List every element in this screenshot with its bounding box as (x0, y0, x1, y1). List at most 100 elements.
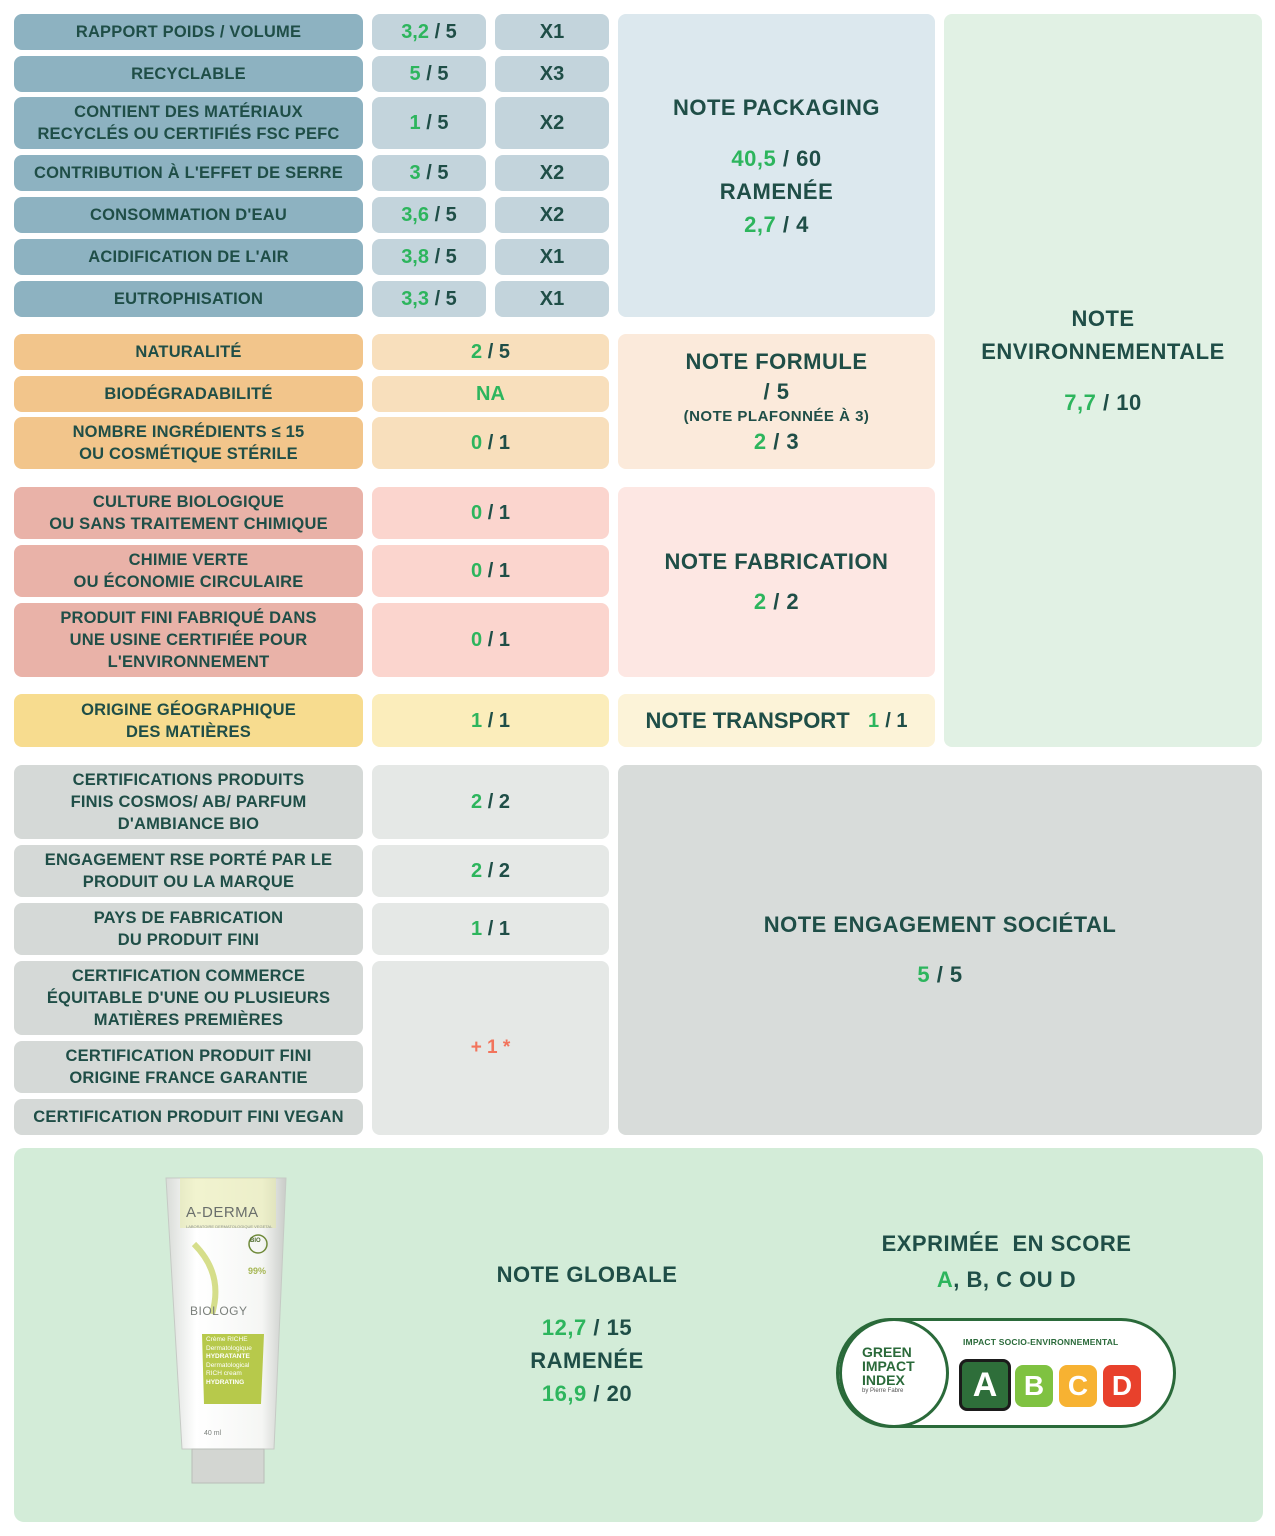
score-max: / 1 (487, 709, 510, 732)
badge-heading: IMPACT SOCIO-ENVIRONNEMENTAL (963, 1337, 1119, 1347)
score-max: / 2 (487, 860, 510, 882)
packaging-criterion-coef: X1 (495, 14, 609, 50)
product-desc-line: RICH cream (206, 1370, 242, 1377)
score-max: / 1 (885, 709, 908, 732)
badge-letter-c: C (1059, 1365, 1097, 1407)
product-bio-badge: BIO (250, 1238, 261, 1244)
score-value: 40,5 (731, 145, 777, 171)
formule-note-max: / 5 (763, 378, 790, 404)
score-value: 2 (471, 860, 483, 882)
score-value: 3,2 (401, 21, 429, 43)
packaging-criterion-coef: X2 (495, 155, 609, 191)
societal-criterion-score: 2 / 2 (372, 765, 609, 839)
global-note-title: NOTE GLOBALE (496, 1262, 678, 1287)
packaging-criterion-coef: X2 (495, 197, 609, 233)
packaging-criterion-score: 3,3 / 5 (372, 281, 486, 317)
badge-brand-line: INDEX (862, 1372, 905, 1388)
packaging-criterion-coef: X1 (495, 281, 609, 317)
packaging-criterion-label: EUTROPHISATION (14, 281, 363, 317)
score-value: 0 (471, 502, 483, 524)
transport-criterion-score: 1 / 1 (372, 694, 609, 747)
score-value: 3,6 (401, 204, 429, 226)
badge-brand-line: GREEN (862, 1344, 912, 1360)
societal-note-panel: NOTE ENGAGEMENT SOCIÉTAL 5 / 5 (618, 765, 1262, 1135)
score-value: 12,7 (541, 1315, 587, 1340)
societal-note-title: NOTE ENGAGEMENT SOCIÉTAL (763, 912, 1117, 937)
badge-letter-text: C (1067, 1370, 1089, 1401)
packaging-criterion-label: CONTIENT DES MATÉRIAUX RECYCLÉS OU CERTI… (14, 97, 363, 149)
fabrication-criterion-score: 0 / 1 (372, 603, 609, 677)
packaging-note-panel: NOTE PACKAGING 40,5 / 60 RAMENÉE 2,7 / 4 (618, 14, 935, 317)
badge-brand-line: IMPACT (862, 1358, 915, 1374)
score-max: / 5 (426, 63, 449, 85)
product-desc: Crème RICHE Dermatologique HYDRATANTE De… (206, 1336, 262, 1387)
formule-note-panel: NOTE FORMULE / 5 (NOTE PLAFONNÉE À 3) 2 … (618, 334, 935, 469)
environmental-note-title: NOTE ENVIRONNEMENTALE (981, 306, 1225, 364)
score-max: / 5 (426, 112, 449, 134)
score-max: / 2 (487, 791, 510, 813)
societal-criterion-label: CERTIFICATION COMMERCE ÉQUITABLE D'UNE O… (14, 961, 363, 1035)
product-desc-line: Dermatological (206, 1361, 250, 1369)
packaging-criterion-score: 1 / 5 (372, 97, 486, 149)
global-note: NOTE GLOBALE 12,7 / 15 RAMENÉE 16,9 / 20 (444, 1258, 730, 1410)
score-letter-a: A (936, 1267, 954, 1292)
score-max: / 3 (773, 428, 800, 454)
score-value: 2 (753, 589, 767, 614)
societal-criterion-label: PAYS DE FABRICATION DU PRODUIT FINI (14, 903, 363, 955)
score-max: / 1 (487, 560, 510, 582)
packaging-criterion-label: CONSOMMATION D'EAU (14, 197, 363, 233)
packaging-criterion-score: 3,8 / 5 (372, 239, 486, 275)
product-percent: 99% (248, 1266, 267, 1276)
product-brand: A-DERMA (186, 1204, 259, 1221)
packaging-criterion-label: CONTRIBUTION À L'EFFET DE SERRE (14, 155, 363, 191)
score-value: 0 (471, 560, 483, 582)
fabrication-note-panel: NOTE FABRICATION 2 / 2 (618, 487, 935, 677)
societal-criterion-label: CERTIFICATIONS PRODUITS FINIS COSMOS/ AB… (14, 765, 363, 839)
score-max: / 5 (434, 246, 457, 268)
badge-brand-by: by Pierre Fabre (862, 1388, 904, 1394)
score-max: / 15 (593, 1315, 633, 1340)
fabrication-criterion-label: CULTURE BIOLOGIQUE OU SANS TRAITEMENT CH… (14, 487, 363, 539)
formule-criterion-score: 2 / 5 (372, 334, 609, 370)
fabrication-criterion-label: PRODUIT FINI FABRIQUÉ DANS UNE USINE CER… (14, 603, 363, 677)
packaging-note-title: NOTE PACKAGING (672, 94, 881, 120)
badge-letter-a: A (959, 1359, 1011, 1411)
score-value: 2 (753, 428, 767, 454)
badge-brand-text: GREEN IMPACT INDEX by Pierre Fabre (862, 1345, 915, 1396)
badge-letter-d: D (1103, 1365, 1141, 1407)
societal-criterion-label: CERTIFICATION PRODUIT FINI ORIGINE FRANC… (14, 1041, 363, 1093)
fabrication-criterion-score: 0 / 1 (372, 487, 609, 539)
global-reduced-score: 16,9 / 20 (444, 1377, 730, 1410)
score-value: 1 (867, 709, 880, 732)
badge-brand-circle: GREEN IMPACT INDEX by Pierre Fabre (839, 1318, 949, 1428)
score-value: NA (476, 383, 505, 405)
score-value: 2,7 (744, 211, 777, 237)
product-brand-sub: LABORATOIRE DERMATOLOGIQUE VEGETAL (186, 1224, 273, 1229)
formule-note-title: NOTE FORMULE (685, 348, 868, 374)
global-reduced-label: RAMENÉE (530, 1348, 644, 1373)
score-max: / 5 (426, 162, 449, 184)
packaging-criterion-label: RAPPORT POIDS / VOLUME (14, 14, 363, 50)
score-value: 2 (471, 791, 483, 813)
score-max: / 5 (434, 204, 457, 226)
score-explanation: EXPRIMÉE EN SCORE A, B, C OU D (834, 1226, 1179, 1298)
score-value: 3 (409, 162, 421, 184)
packaging-criterion-score: 3 / 5 (372, 155, 486, 191)
score-max: / 2 (773, 589, 800, 614)
score-max: / 10 (1103, 390, 1142, 415)
score-max: / 60 (782, 145, 822, 171)
product-desc-line: HYDRATING (206, 1378, 245, 1386)
score-value: 3,3 (401, 288, 429, 310)
packaging-reduced-score: 2,7 / 4 (744, 208, 809, 241)
score-max: / 1 (487, 629, 510, 651)
packaging-reduced-label: RAMENÉE (719, 178, 834, 204)
badge-letter-b: B (1015, 1365, 1053, 1407)
fabrication-criterion-label: CHIMIE VERTE OU ÉCONOMIE CIRCULAIRE (14, 545, 363, 597)
formule-criterion-score: 0 / 1 (372, 417, 609, 469)
score-letters-rest: , B, C OU D (953, 1267, 1077, 1292)
global-note-score: 12,7 / 15 (444, 1311, 730, 1344)
score-value: 5 (409, 63, 421, 85)
score-max: / 1 (487, 502, 510, 524)
fabrication-criterion-score: 0 / 1 (372, 545, 609, 597)
formule-cap-score: 2 / 3 (754, 427, 799, 457)
